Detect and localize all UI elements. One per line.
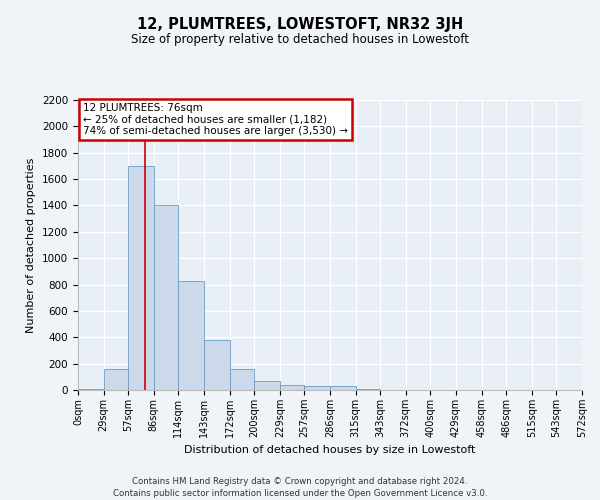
- Bar: [254, 382, 280, 390]
- Bar: [330, 386, 356, 390]
- Text: Size of property relative to detached houses in Lowestoft: Size of property relative to detached ho…: [131, 32, 469, 46]
- Bar: [230, 369, 254, 390]
- Y-axis label: Number of detached properties: Number of detached properties: [26, 158, 37, 332]
- Bar: [204, 340, 230, 390]
- Bar: [178, 281, 204, 390]
- Bar: [280, 386, 304, 390]
- X-axis label: Distribution of detached houses by size in Lowestoft: Distribution of detached houses by size …: [184, 446, 476, 456]
- Text: Contains public sector information licensed under the Open Government Licence v3: Contains public sector information licen…: [113, 489, 487, 498]
- Bar: [104, 369, 128, 390]
- Bar: [154, 206, 178, 390]
- Text: 12 PLUMTREES: 76sqm
← 25% of detached houses are smaller (1,182)
74% of semi-det: 12 PLUMTREES: 76sqm ← 25% of detached ho…: [83, 103, 348, 136]
- Bar: [78, 388, 104, 390]
- Text: 12, PLUMTREES, LOWESTOFT, NR32 3JH: 12, PLUMTREES, LOWESTOFT, NR32 3JH: [137, 18, 463, 32]
- Bar: [304, 386, 330, 390]
- Bar: [128, 166, 154, 390]
- Bar: [356, 388, 380, 390]
- Text: Contains HM Land Registry data © Crown copyright and database right 2024.: Contains HM Land Registry data © Crown c…: [132, 478, 468, 486]
